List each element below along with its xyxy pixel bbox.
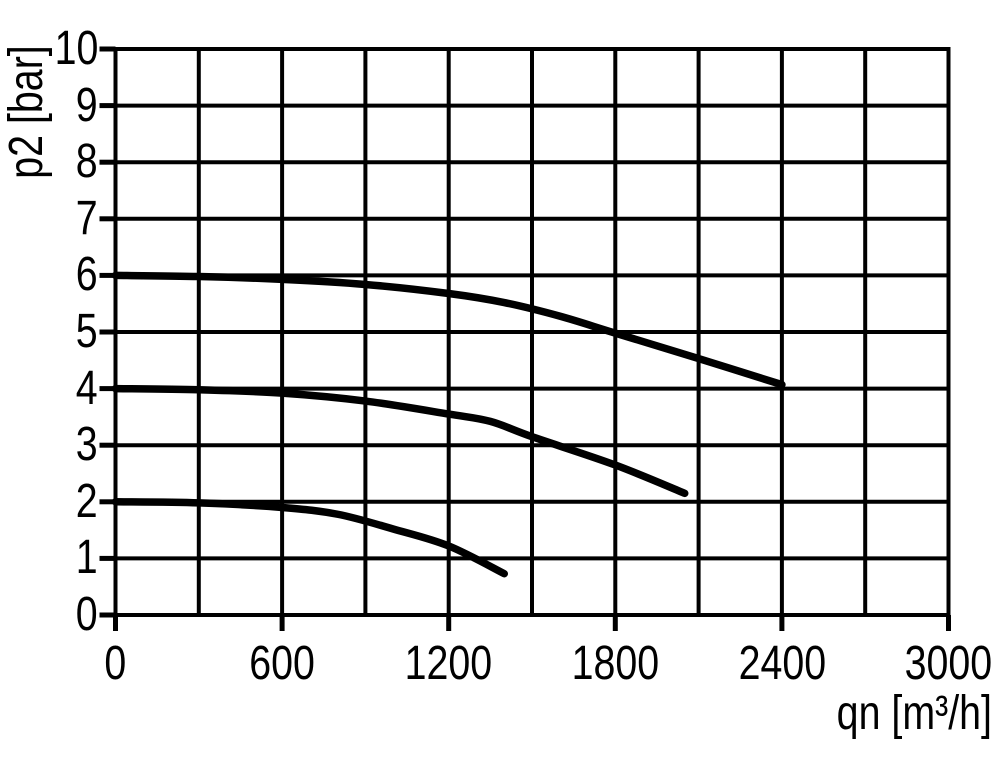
x-tick-label-1200: 1200	[379, 640, 519, 688]
y-tick-label-text: 7	[76, 191, 98, 245]
y-tick-label-text: 2	[76, 474, 98, 528]
curve-start-2-bar	[111, 498, 508, 578]
data-curves	[111, 271, 786, 578]
x-tick-label-0: 0	[46, 640, 186, 688]
x-tick-label-3000: 3000	[879, 640, 1000, 688]
x-tick-label-1800: 1800	[545, 640, 685, 688]
x-tick-label-text: 2400	[738, 637, 826, 690]
y-tick-label-4: 4	[8, 361, 98, 415]
curve-start-6-bar	[111, 271, 786, 389]
x-tick-label-text: 1200	[404, 637, 493, 690]
x-axis-title-text: qn [m³/h]	[836, 687, 992, 740]
y-tick-label-10: 10	[8, 25, 98, 73]
curve-start-4-bar	[111, 384, 689, 498]
y-tick-label-6: 6	[8, 251, 98, 299]
y-tick-label-text: 10	[54, 22, 98, 75]
y-tick-label-text: 4	[76, 361, 98, 415]
y-tick-label-0: 0	[8, 591, 98, 639]
x-tick-label-text: 1800	[571, 637, 660, 690]
axis-tick-marks	[99, 46, 951, 631]
y-tick-label-text: 0	[76, 588, 98, 641]
x-tick-label-text: 600	[249, 637, 315, 690]
x-tick-label-600: 600	[212, 640, 352, 688]
x-tick-label-text: 3000	[904, 637, 993, 690]
y-tick-label-2: 2	[8, 474, 98, 528]
y-tick-label-text: 6	[76, 248, 98, 302]
x-tick-label-text: 0	[104, 637, 127, 690]
y-tick-label-5: 5	[8, 308, 98, 356]
y-tick-label-9: 9	[8, 78, 98, 132]
x-axis-title: qn [m³/h]	[803, 690, 992, 738]
y-tick-label-3: 3	[8, 421, 98, 469]
y-tick-label-text: 8	[76, 135, 98, 189]
y-tick-label-text: 9	[76, 78, 98, 132]
y-tick-label-1: 1	[8, 534, 98, 582]
grid-lines	[113, 47, 951, 617]
y-tick-label-7: 7	[8, 191, 98, 245]
y-tick-label-8: 8	[8, 138, 98, 186]
y-tick-label-text: 3	[76, 418, 98, 472]
y-tick-label-text: 1	[76, 531, 98, 585]
y-tick-label-text: 5	[76, 305, 98, 358]
x-tick-label-2400: 2400	[712, 640, 852, 688]
